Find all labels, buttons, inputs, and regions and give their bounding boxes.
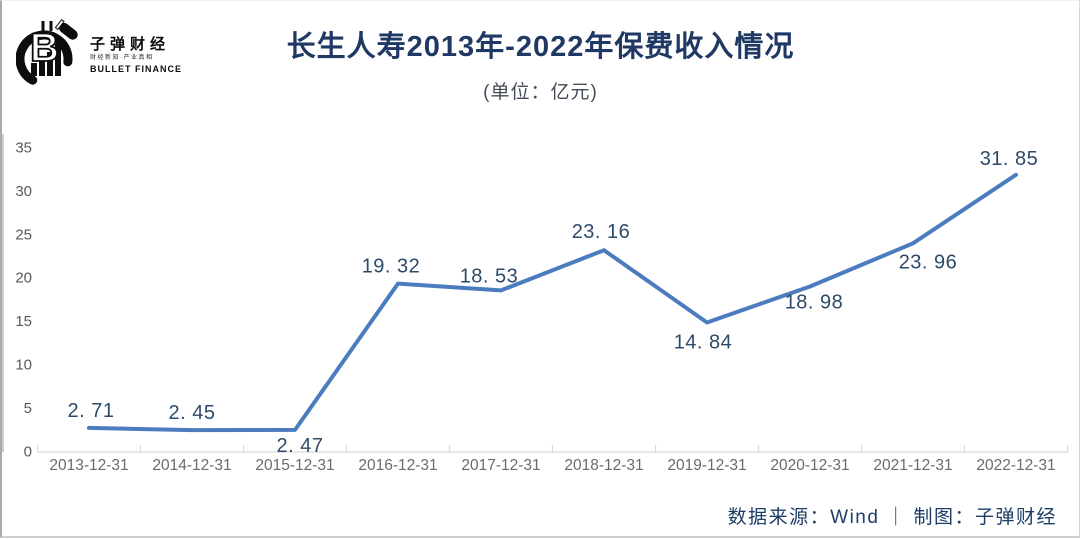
data-point-label: 18. 53 — [460, 265, 519, 287]
data-line — [87, 172, 1018, 433]
source-credit: 数据来源：Wind ｜ 制图：子弹财经 — [727, 507, 1057, 528]
y-axis-tick-label: 10 — [15, 357, 32, 374]
svg-text:B: B — [30, 26, 59, 70]
chart-subtitle: (单位：亿元) — [483, 82, 598, 103]
bullet-finance-logo-icon: B — [16, 19, 78, 88]
data-point-label: 2. 71 — [68, 400, 115, 422]
x-axis-tick-label: 2019-12-31 — [667, 457, 746, 474]
y-axis-tick-label: 25 — [15, 226, 32, 243]
y-axis-tick-label: 20 — [15, 270, 32, 287]
data-point-label: 23. 96 — [899, 251, 958, 273]
y-axis-tick-label: 15 — [15, 313, 32, 330]
y-axis-tick-label: 30 — [15, 183, 32, 200]
data-point-label: 23. 16 — [572, 221, 631, 243]
data-point-label: 18. 98 — [785, 292, 844, 314]
logo-subname: BULLET FINANCE — [90, 63, 182, 74]
logo-name: 子弹财经 — [90, 35, 171, 53]
x-axis-tick-label: 2016-12-31 — [358, 457, 437, 474]
x-axis-tick-label: 2018-12-31 — [564, 457, 643, 474]
x-axis-tick-label: 2017-12-31 — [461, 457, 540, 474]
data-point-label: 2. 47 — [277, 435, 324, 457]
x-axis-tick-label: 2021-12-31 — [873, 457, 952, 474]
data-point-label: 2. 45 — [169, 402, 216, 424]
logo: B 子弹财经 财经新知·产业真相 BULLET FINANCE — [16, 13, 216, 97]
data-point-label: 19. 32 — [362, 256, 421, 278]
data-point-label: 31. 85 — [980, 148, 1039, 170]
x-axis-tick-label: 2020-12-31 — [770, 457, 849, 474]
y-axis-tick-label: 5 — [24, 400, 32, 417]
y-axis-tick-label: 35 — [15, 139, 32, 156]
chart-title: 长生人寿2013年-2022年保费收入情况 — [286, 31, 795, 63]
data-point-label: 14. 84 — [674, 331, 733, 353]
x-axis-tick-label: 2015-12-31 — [255, 457, 334, 474]
x-axis-tick-label: 2022-12-31 — [976, 457, 1055, 474]
x-axis-tick-label: 2014-12-31 — [152, 457, 231, 474]
bullet-icon — [54, 19, 78, 40]
x-axis-tick-label: 2013-12-31 — [49, 457, 128, 474]
y-axis-tick-label: 0 — [24, 443, 32, 460]
logo-tagline: 财经新知·产业真相 — [90, 55, 154, 61]
